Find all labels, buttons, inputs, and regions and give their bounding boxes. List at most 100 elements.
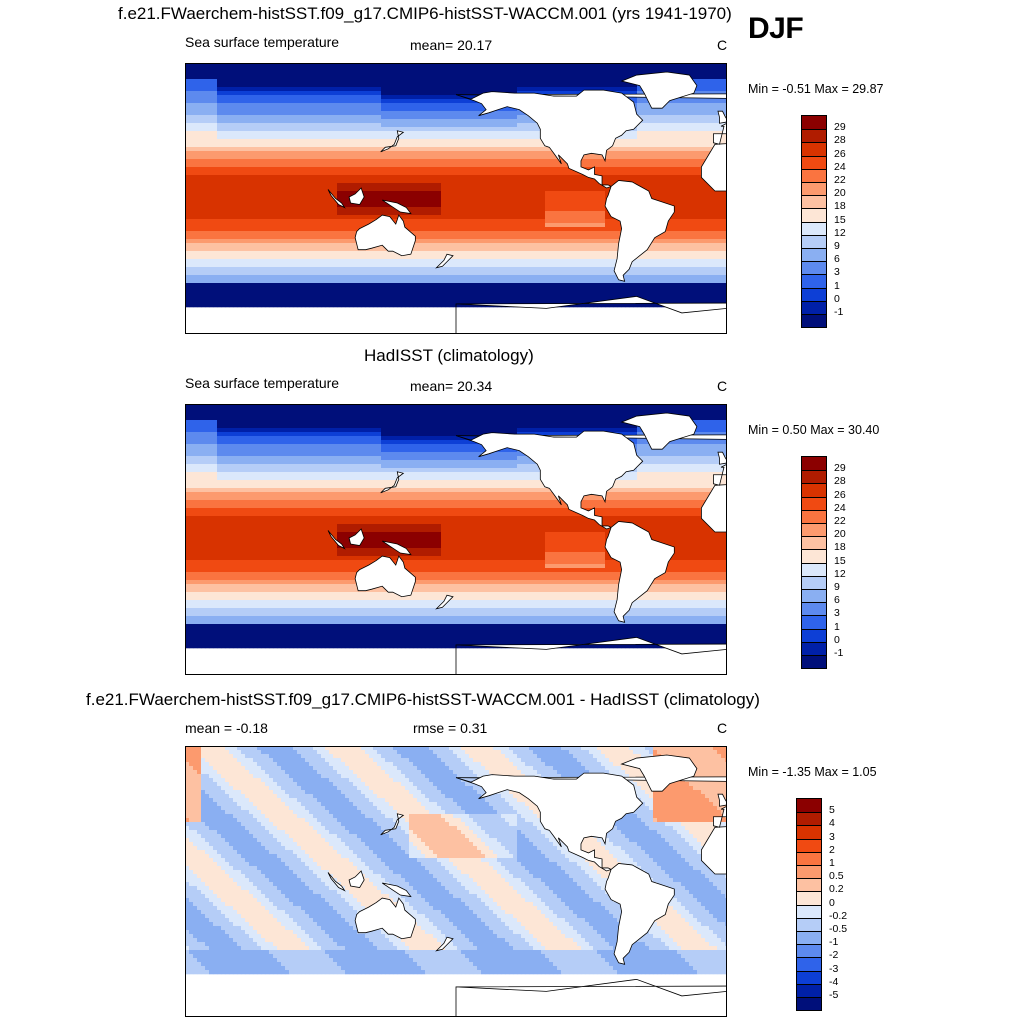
continent-outline [327, 530, 346, 550]
colorbar-swatch [802, 457, 826, 471]
colorbar-swatch [797, 812, 821, 826]
continent-outline [455, 430, 644, 530]
panel2-title: HadISST (climatology) [364, 346, 534, 366]
colorbar-label: 29 [834, 121, 846, 133]
continent-outline [354, 214, 416, 257]
colorbar-box [801, 115, 827, 329]
colorbar-swatch [802, 287, 826, 301]
colorbar-label: 0.5 [829, 870, 844, 882]
continent-outline [382, 882, 412, 898]
panel3-title: f.e21.FWaerchem-histSST.f09_g17.CMIP6-hi… [86, 690, 760, 710]
continent-outline [354, 897, 416, 940]
colorbar-swatch [797, 838, 821, 852]
colorbar-swatch [802, 221, 826, 235]
colorbar-swatch [802, 195, 826, 209]
colorbar-swatch [802, 589, 826, 603]
panel2-mean-label: mean= 20.34 [410, 378, 492, 394]
panel2-variable-label: Sea surface temperature [185, 375, 339, 391]
colorbar-label: 5 [829, 804, 835, 816]
colorbar-label: -3 [829, 963, 838, 975]
colorbar-label: 3 [834, 607, 840, 619]
continent-outline [380, 813, 405, 836]
colorbar-label: -2 [829, 949, 838, 961]
colorbar-label: -5 [829, 989, 838, 1001]
continent-outline [455, 772, 644, 872]
continent-outline [435, 594, 454, 610]
colorbar-swatch [797, 825, 821, 839]
colorbar-swatch [797, 878, 821, 892]
colorbar-swatch [802, 496, 826, 510]
colorbar-label: 4 [829, 817, 835, 829]
continent-outline [620, 754, 698, 792]
colorbar-label: -0.5 [829, 923, 847, 935]
colorbar-swatch [797, 931, 821, 945]
ocean-field [185, 404, 727, 649]
colorbar-label: 22 [834, 515, 846, 527]
panel1-title: f.e21.FWaerchem-histSST.f09_g17.CMIP6-hi… [118, 4, 732, 24]
colorbar-swatch [802, 628, 826, 642]
continent-outline [455, 978, 727, 1017]
continent-outline [348, 528, 365, 546]
colorbar-swatch [802, 509, 826, 523]
panel3-rmse-label: rmse = 0.31 [413, 720, 487, 736]
colorbar-label: 6 [834, 253, 840, 265]
continent-outline [701, 484, 727, 533]
colorbar-label: 18 [834, 541, 846, 553]
colorbar-swatch [802, 483, 826, 497]
colorbar-label: 0 [834, 293, 840, 305]
colorbar-swatch [802, 655, 826, 669]
continent-outline [348, 187, 365, 205]
colorbar-swatch [797, 957, 821, 971]
colorbar-label: 12 [834, 227, 846, 239]
continent-outline [604, 863, 675, 965]
colorbar-label: 9 [834, 581, 840, 593]
colorbar-swatch [797, 944, 821, 958]
colorbar-swatch [802, 274, 826, 288]
colorbar-swatch [802, 562, 826, 576]
colorbar-label: -1 [834, 647, 843, 659]
colorbar-label: 15 [834, 555, 846, 567]
colorbar-swatch [802, 575, 826, 589]
colorbar-label: 24 [834, 502, 846, 514]
colorbar-swatch [802, 234, 826, 248]
colorbar-label: 0 [834, 634, 840, 646]
colorbar-label: 3 [829, 831, 835, 843]
colorbar-swatch [802, 261, 826, 275]
panel2-minmax: Min = 0.50 Max = 30.40 [748, 423, 879, 437]
panel1-mean-label: mean= 20.17 [410, 37, 492, 53]
panel2-sst-map [185, 404, 727, 675]
colorbar-label: 28 [834, 134, 846, 146]
continent-outline [455, 89, 644, 189]
colorbar-box [796, 798, 822, 1012]
colorbar-swatch [802, 549, 826, 563]
colorbar-swatch [802, 602, 826, 616]
colorbar-swatch [802, 641, 826, 655]
colorbar-label: 2 [829, 844, 835, 856]
colorbar-label: 1 [834, 621, 840, 633]
season-label: DJF [748, 12, 804, 46]
panel3-units-label: C [717, 720, 727, 736]
colorbar-swatch [802, 208, 826, 222]
colorbar-label: 24 [834, 161, 846, 173]
colorbar-swatch [802, 155, 826, 169]
panel1-minmax: Min = -0.51 Max = 29.87 [748, 82, 884, 96]
continent-outline [382, 540, 412, 556]
colorbar-swatch [797, 983, 821, 997]
continent-outline [455, 636, 727, 675]
continent-outline [620, 71, 698, 109]
colorbar-label: -0.2 [829, 910, 847, 922]
colorbar-label: 28 [834, 475, 846, 487]
colorbar-swatch [797, 891, 821, 905]
colorbar-swatch [797, 851, 821, 865]
panel3-mean-label: mean = -0.18 [185, 720, 268, 736]
continent-outline [701, 826, 727, 875]
continent-outline [604, 180, 675, 282]
colorbar-swatch [802, 470, 826, 484]
colorbar-swatch [797, 904, 821, 918]
continent-outline [327, 872, 346, 892]
continent-outline [380, 471, 405, 494]
colorbar-swatch [802, 523, 826, 537]
panel1-variable-label: Sea surface temperature [185, 34, 339, 50]
map-frame [185, 746, 727, 1017]
ocean-field [185, 63, 727, 308]
